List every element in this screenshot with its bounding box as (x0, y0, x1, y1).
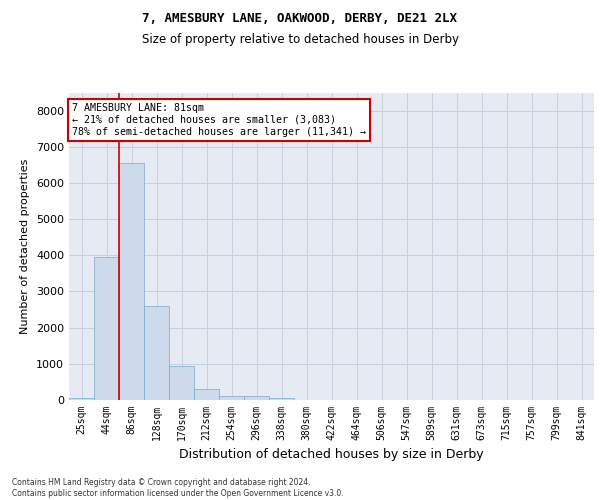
Y-axis label: Number of detached properties: Number of detached properties (20, 158, 31, 334)
Bar (69, 398, 94, 400)
Text: Contains HM Land Registry data © Crown copyright and database right 2024.
Contai: Contains HM Land Registry data © Crown c… (12, 478, 344, 498)
Bar (144, 306, 169, 400)
Bar (119, 163, 144, 400)
Bar (94, 257, 119, 400)
Bar (169, 366, 194, 400)
Text: 7, AMESBURY LANE, OAKWOOD, DERBY, DE21 2LX: 7, AMESBURY LANE, OAKWOOD, DERBY, DE21 2… (143, 12, 458, 26)
Bar (244, 396, 269, 400)
Bar (219, 396, 244, 400)
Text: 7 AMESBURY LANE: 81sqm
← 21% of detached houses are smaller (3,083)
78% of semi-: 7 AMESBURY LANE: 81sqm ← 21% of detached… (71, 104, 365, 136)
X-axis label: Distribution of detached houses by size in Derby: Distribution of detached houses by size … (179, 448, 484, 462)
Text: Size of property relative to detached houses in Derby: Size of property relative to detached ho… (142, 32, 458, 46)
Bar (269, 398, 294, 400)
Bar (194, 389, 219, 400)
